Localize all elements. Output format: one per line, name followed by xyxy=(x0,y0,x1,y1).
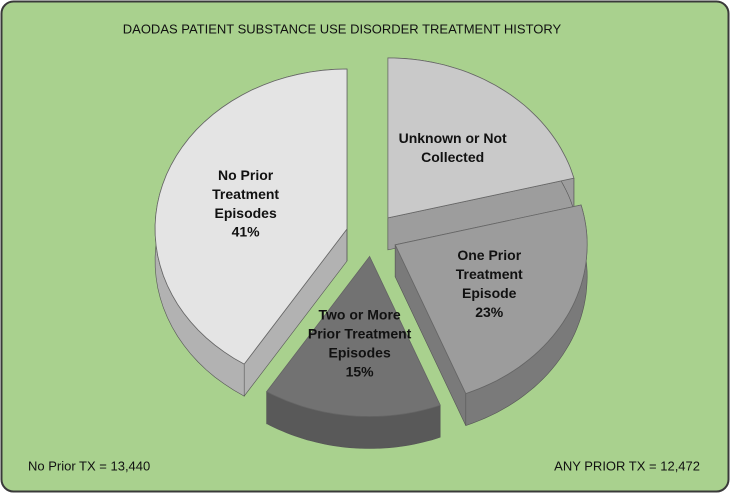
slice xyxy=(154,68,348,365)
slice-label: Unknown or Not Collected xyxy=(399,130,507,165)
slice xyxy=(266,255,441,417)
annotation: No Prior TX = 13,440 xyxy=(28,458,150,473)
slice-label: Two or More Prior Treatment Episodes xyxy=(308,306,412,360)
slice xyxy=(387,57,575,219)
value-label: 15% xyxy=(346,363,375,379)
slice-tops xyxy=(154,57,588,417)
value-label: 41% xyxy=(232,224,261,240)
annotation: ANY PRIOR TX = 12,472 xyxy=(554,458,700,473)
slice xyxy=(394,204,588,395)
slice-label: One Prior Treatment Episode xyxy=(456,247,523,301)
chart-title: DAODAS PATIENT SUBSTANCE USE DISORDER TR… xyxy=(123,21,562,36)
slice-label: No Prior Treatment Episodes xyxy=(212,167,279,221)
value-label: 23% xyxy=(475,304,504,320)
